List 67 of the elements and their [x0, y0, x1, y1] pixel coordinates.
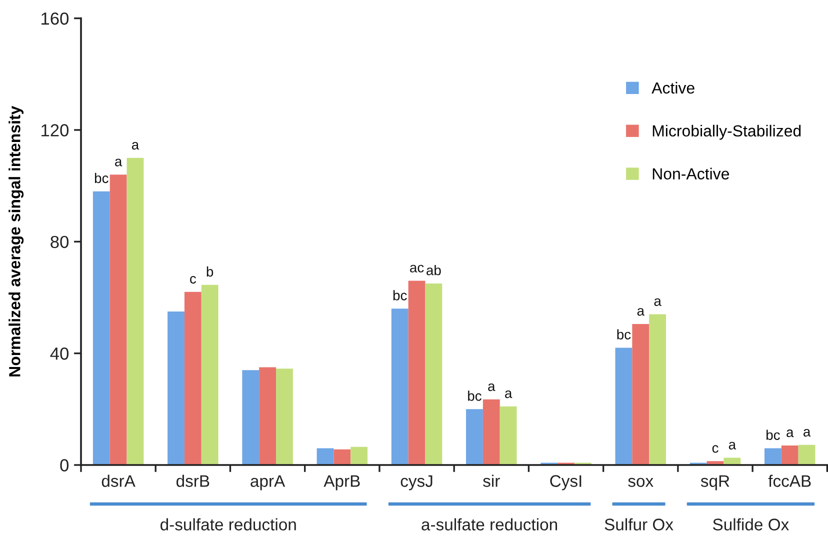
bar: [724, 458, 741, 465]
bar: [500, 406, 517, 465]
text: a-sulfate reduction: [422, 518, 558, 530]
x-tick-label: sox: [628, 478, 654, 487]
bar: [316, 448, 334, 465]
text: Sulfur Ox: [604, 518, 674, 530]
bar: [110, 174, 127, 465]
data-label: ab: [426, 265, 441, 276]
x-tick-label: fccAB: [768, 474, 811, 487]
data-label: bc: [766, 430, 780, 440]
bar: [168, 311, 184, 465]
y-axis-title: Normalized average singal intensity: [8, 106, 24, 376]
bar: [615, 348, 632, 465]
x-tick-label: sir: [483, 474, 500, 487]
data-label: a: [488, 383, 496, 392]
text: d-sulfate reduction: [160, 518, 296, 530]
data-label: a: [637, 308, 644, 316]
data-label: a: [654, 298, 662, 306]
x-tick-label: dsrB: [176, 474, 210, 487]
legend-label: Microbially-Stabilized: [652, 124, 801, 140]
bar: [408, 280, 426, 465]
bar: [425, 284, 442, 465]
bar: [781, 445, 798, 465]
data-label: c: [712, 445, 718, 453]
x-tick-label: AprB: [324, 475, 360, 490]
data-label: c: [190, 276, 196, 284]
x-tick-label: dsrA: [102, 474, 136, 487]
bar: [201, 284, 218, 465]
y-tick-label: 0: [60, 459, 69, 472]
bar: [350, 446, 368, 465]
x-tick-label: sqR: [700, 475, 730, 490]
bar: [649, 314, 666, 465]
bar: [391, 308, 408, 465]
bar: [632, 324, 650, 465]
data-label: a: [728, 442, 736, 450]
bar: [184, 292, 202, 465]
bar: [242, 370, 260, 465]
data-label: bc: [393, 290, 407, 300]
text: Sulfide Ox: [713, 518, 789, 530]
bar: [92, 191, 110, 465]
bar: [126, 158, 144, 465]
bar: [466, 409, 483, 465]
y-tick-label: 120: [42, 124, 69, 136]
bar: [482, 399, 500, 465]
data-label: bc: [468, 390, 482, 401]
x-tick-label: aprA: [250, 475, 286, 490]
legend-label: Active: [652, 82, 694, 94]
data-label: a: [786, 430, 794, 438]
data-label: b: [206, 266, 214, 277]
data-label: a: [804, 428, 811, 437]
x-tick-label: CysI: [550, 475, 582, 490]
data-label: bc: [94, 172, 108, 184]
data-label: a: [505, 390, 512, 398]
data-label: a: [115, 158, 122, 166]
x-tick-label: cysJ: [400, 475, 432, 490]
y-tick-label: 160: [42, 12, 69, 25]
bar: [276, 368, 293, 465]
y-tick-label: 40: [50, 347, 69, 360]
data-label: a: [132, 142, 140, 150]
bar: [764, 448, 782, 465]
legend-label: Non-Active: [652, 168, 729, 180]
y-tick-label: 80: [50, 236, 69, 248]
bar: [334, 449, 351, 465]
bar: [798, 444, 816, 465]
data-label: ac: [410, 264, 424, 272]
bar: [259, 367, 276, 465]
data-label: bc: [617, 329, 631, 340]
